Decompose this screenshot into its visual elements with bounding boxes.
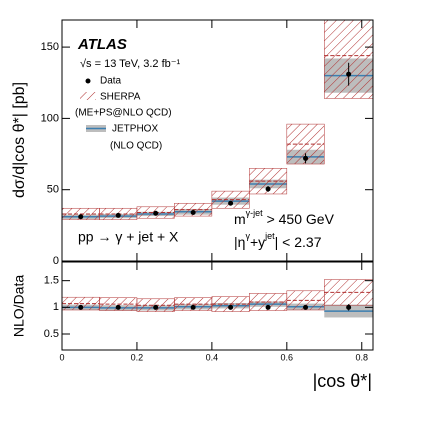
legend-sublabel: (NLO QCD)	[110, 141, 162, 152]
data-point	[115, 304, 121, 310]
data-point	[190, 304, 196, 310]
text: > 450 GeV	[263, 211, 335, 227]
data-point	[115, 212, 121, 218]
x-tick-label: 0	[59, 352, 64, 362]
legend-label: Data	[100, 76, 122, 87]
y-tick-label: 150	[41, 41, 59, 53]
data-point	[228, 200, 234, 206]
energy: √s = 13 TeV, 3.2 fb⁻¹	[80, 58, 181, 70]
sup: jet	[264, 231, 275, 241]
experiment: ATLAS	[77, 36, 127, 53]
y-tick-label: 0.5	[44, 328, 59, 340]
data-point	[303, 304, 309, 310]
eta-cut: |ηγ+yjet| < 2.37	[234, 231, 322, 249]
data-point	[303, 155, 309, 161]
process: pp → γ + jet + X	[78, 229, 179, 245]
y-tick-label: 1.5	[44, 275, 59, 287]
data-point	[346, 71, 352, 77]
frame	[61, 261, 374, 351]
y-tick-label: 1	[53, 301, 59, 313]
y-tick-label: 0	[53, 255, 59, 267]
legend-label: JETPHOX	[112, 124, 158, 135]
data-point	[265, 186, 271, 192]
y-axis-label: dσ/d|cos θ*| [pb]	[11, 82, 28, 198]
x-tick-label: 0.6	[281, 352, 294, 362]
text: |η	[234, 234, 245, 250]
data-point	[228, 304, 234, 310]
data-point	[153, 210, 159, 216]
panel	[62, 20, 373, 220]
data-point	[153, 304, 159, 310]
legend-sublabel: (ME+PS@NLO QCD)	[75, 108, 172, 119]
x-axis-label: |cos θ*|	[313, 371, 372, 391]
data-point	[346, 304, 352, 310]
legend-data-marker	[85, 78, 91, 84]
sup: γ	[245, 231, 250, 241]
legend-label: SHERPA	[100, 92, 141, 103]
x-tick-label: 0.4	[206, 352, 219, 362]
text: +y	[250, 234, 265, 250]
frame	[61, 19, 374, 262]
x-tick-label: 0.8	[356, 352, 369, 362]
y-tick-label: 50	[47, 184, 59, 196]
y-tick-label: 100	[41, 112, 59, 124]
x-tick-label: 0.2	[131, 352, 144, 362]
ratio-y-label: NLO/Data	[11, 275, 27, 337]
data-point	[78, 214, 84, 220]
legend-sherpa-swatch	[80, 92, 96, 100]
mass-cut: mγ-jet > 450 GeV	[234, 208, 335, 226]
text: m	[234, 211, 246, 227]
data-point	[78, 304, 84, 310]
data-point	[190, 210, 196, 216]
text: | < 2.37	[275, 234, 322, 250]
panel	[62, 279, 373, 318]
sup: γ-jet	[246, 208, 264, 218]
data-point	[265, 304, 271, 310]
